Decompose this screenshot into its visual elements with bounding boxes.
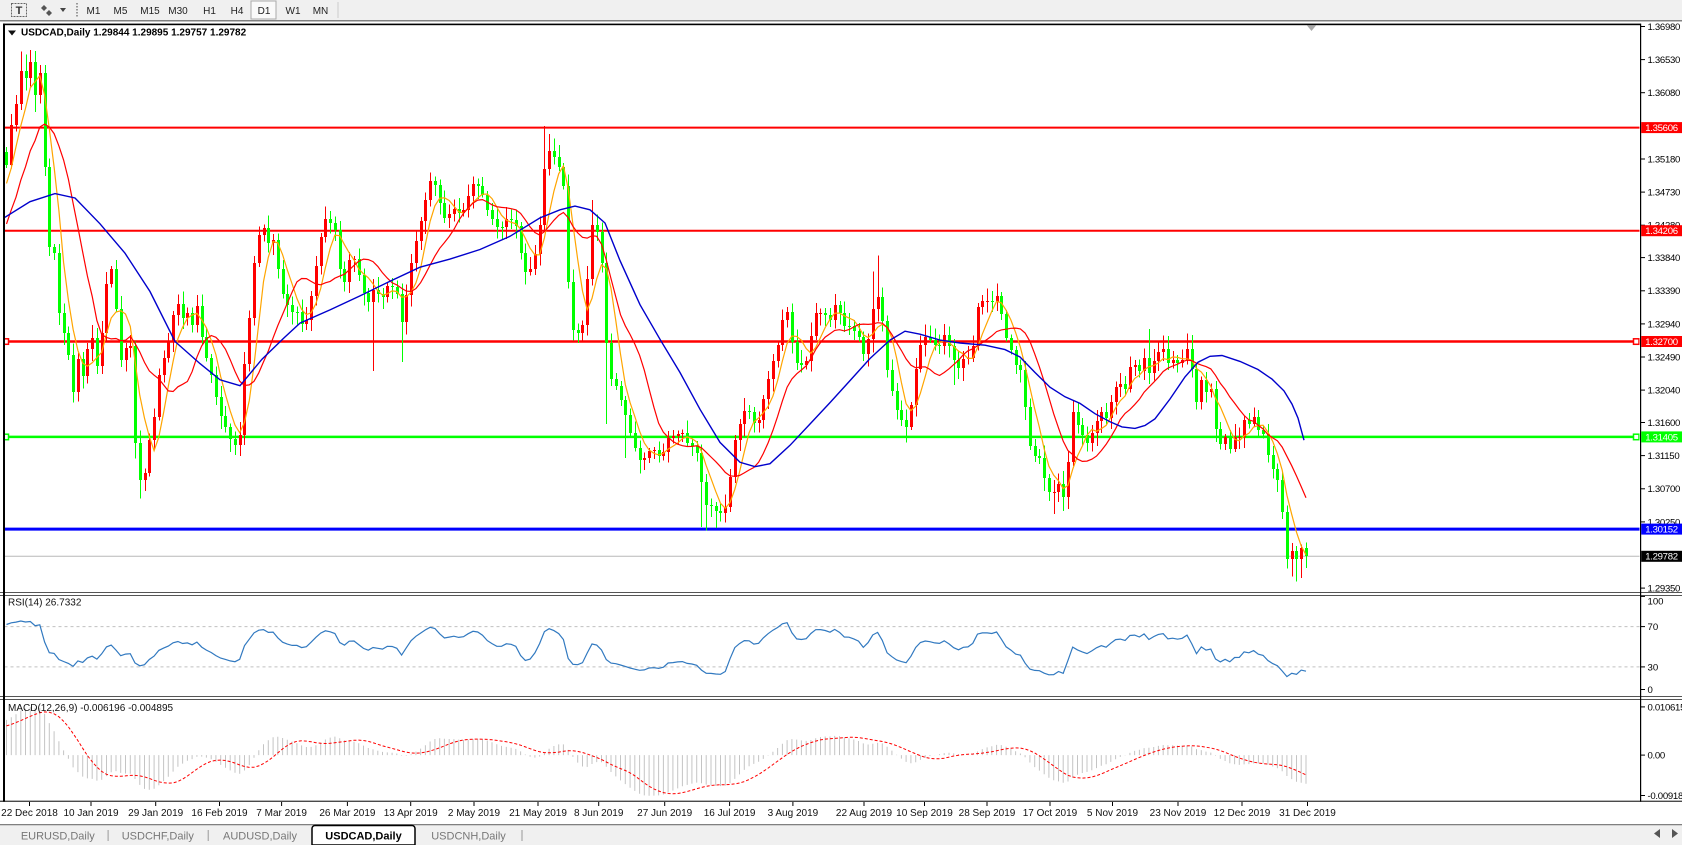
svg-text:1.32490: 1.32490 [1648,352,1681,363]
svg-text:27 Jun 2019: 27 Jun 2019 [637,808,692,819]
svg-text:1.29350: 1.29350 [1648,584,1681,595]
svg-text:1.30152: 1.30152 [1645,525,1678,536]
svg-text:23 Nov 2019: 23 Nov 2019 [1150,808,1207,819]
svg-text:1.33840: 1.33840 [1648,253,1681,264]
svg-text:M30: M30 [168,6,188,17]
svg-text:10 Sep 2019: 10 Sep 2019 [896,808,953,819]
svg-text:3 Aug 2019: 3 Aug 2019 [768,808,819,819]
svg-text:1.30700: 1.30700 [1648,484,1681,495]
svg-text:1.34730: 1.34730 [1648,188,1681,199]
svg-text:0: 0 [1648,685,1653,696]
svg-text:5 Nov 2019: 5 Nov 2019 [1087,808,1139,819]
svg-text:M1: M1 [87,6,101,17]
svg-text:M15: M15 [140,6,160,17]
svg-text:70: 70 [1648,622,1659,633]
svg-text:16 Feb 2019: 16 Feb 2019 [191,808,248,819]
svg-text:1.36980: 1.36980 [1648,22,1681,33]
svg-text:AUDUSD,Daily: AUDUSD,Daily [223,831,297,843]
svg-text:2 May 2019: 2 May 2019 [448,808,501,819]
svg-text:7 Mar 2019: 7 Mar 2019 [256,808,307,819]
svg-text:22 Aug 2019: 22 Aug 2019 [836,808,893,819]
svg-text:31 Dec 2019: 31 Dec 2019 [1279,808,1336,819]
svg-text:1.29782: 1.29782 [1645,552,1678,563]
svg-text:0.00: 0.00 [1648,751,1665,762]
svg-text:1.31150: 1.31150 [1648,451,1680,462]
svg-text:USDCAD,Daily 1.29844 1.29895: USDCAD,Daily 1.29844 1.29895 1.29757 1.2… [21,28,247,39]
svg-text:13 Apr 2019: 13 Apr 2019 [384,808,438,819]
svg-text:10 Jan 2019: 10 Jan 2019 [63,808,118,819]
svg-text:RSI(14) 26.7332: RSI(14) 26.7332 [8,598,82,609]
svg-text:1.30250: 1.30250 [1648,517,1681,528]
svg-text:30: 30 [1648,662,1659,673]
svg-text:1.35606: 1.35606 [1645,123,1678,134]
svg-text:21 May 2019: 21 May 2019 [509,808,567,819]
svg-text:100: 100 [1648,596,1664,607]
svg-text:1.34206: 1.34206 [1645,226,1678,237]
svg-text:MN: MN [313,6,329,17]
svg-text:T: T [16,5,23,17]
svg-text:29 Jan 2019: 29 Jan 2019 [128,808,183,819]
svg-text:1.36530: 1.36530 [1648,55,1681,66]
svg-text:USDCAD,Daily: USDCAD,Daily [325,831,402,843]
svg-text:H4: H4 [231,6,244,17]
svg-text:-0.009181: -0.009181 [1648,791,1682,802]
svg-text:1.36080: 1.36080 [1648,88,1681,99]
svg-text:1.31600: 1.31600 [1648,418,1681,429]
svg-text:1.33390: 1.33390 [1648,286,1681,297]
svg-text:16 Jul 2019: 16 Jul 2019 [704,808,756,819]
svg-text:1.31405: 1.31405 [1645,432,1678,443]
svg-text:USDCHF,Daily: USDCHF,Daily [122,831,195,843]
svg-text:W1: W1 [286,6,301,17]
svg-text:0.010615: 0.010615 [1648,702,1682,713]
svg-text:1.32700: 1.32700 [1645,337,1678,348]
svg-text:1.32040: 1.32040 [1648,386,1681,397]
svg-text:26 Mar 2019: 26 Mar 2019 [319,808,376,819]
svg-text:12 Dec 2019: 12 Dec 2019 [1214,808,1271,819]
svg-text:1.32940: 1.32940 [1648,319,1681,330]
svg-text:USDCNH,Daily: USDCNH,Daily [431,831,506,843]
svg-text:M5: M5 [114,6,128,17]
svg-text:22 Dec 2018: 22 Dec 2018 [1,808,58,819]
svg-text:8 Jun 2019: 8 Jun 2019 [574,808,624,819]
svg-text:D1: D1 [258,6,271,17]
svg-text:EURUSD,Daily: EURUSD,Daily [21,831,95,843]
svg-text:1.35180: 1.35180 [1648,154,1681,165]
svg-text:28 Sep 2019: 28 Sep 2019 [959,808,1016,819]
svg-text:MACD(12,26,9) -0.006196 -0.004: MACD(12,26,9) -0.006196 -0.004895 [8,703,174,714]
svg-text:H1: H1 [203,6,216,17]
svg-text:17 Oct 2019: 17 Oct 2019 [1023,808,1078,819]
